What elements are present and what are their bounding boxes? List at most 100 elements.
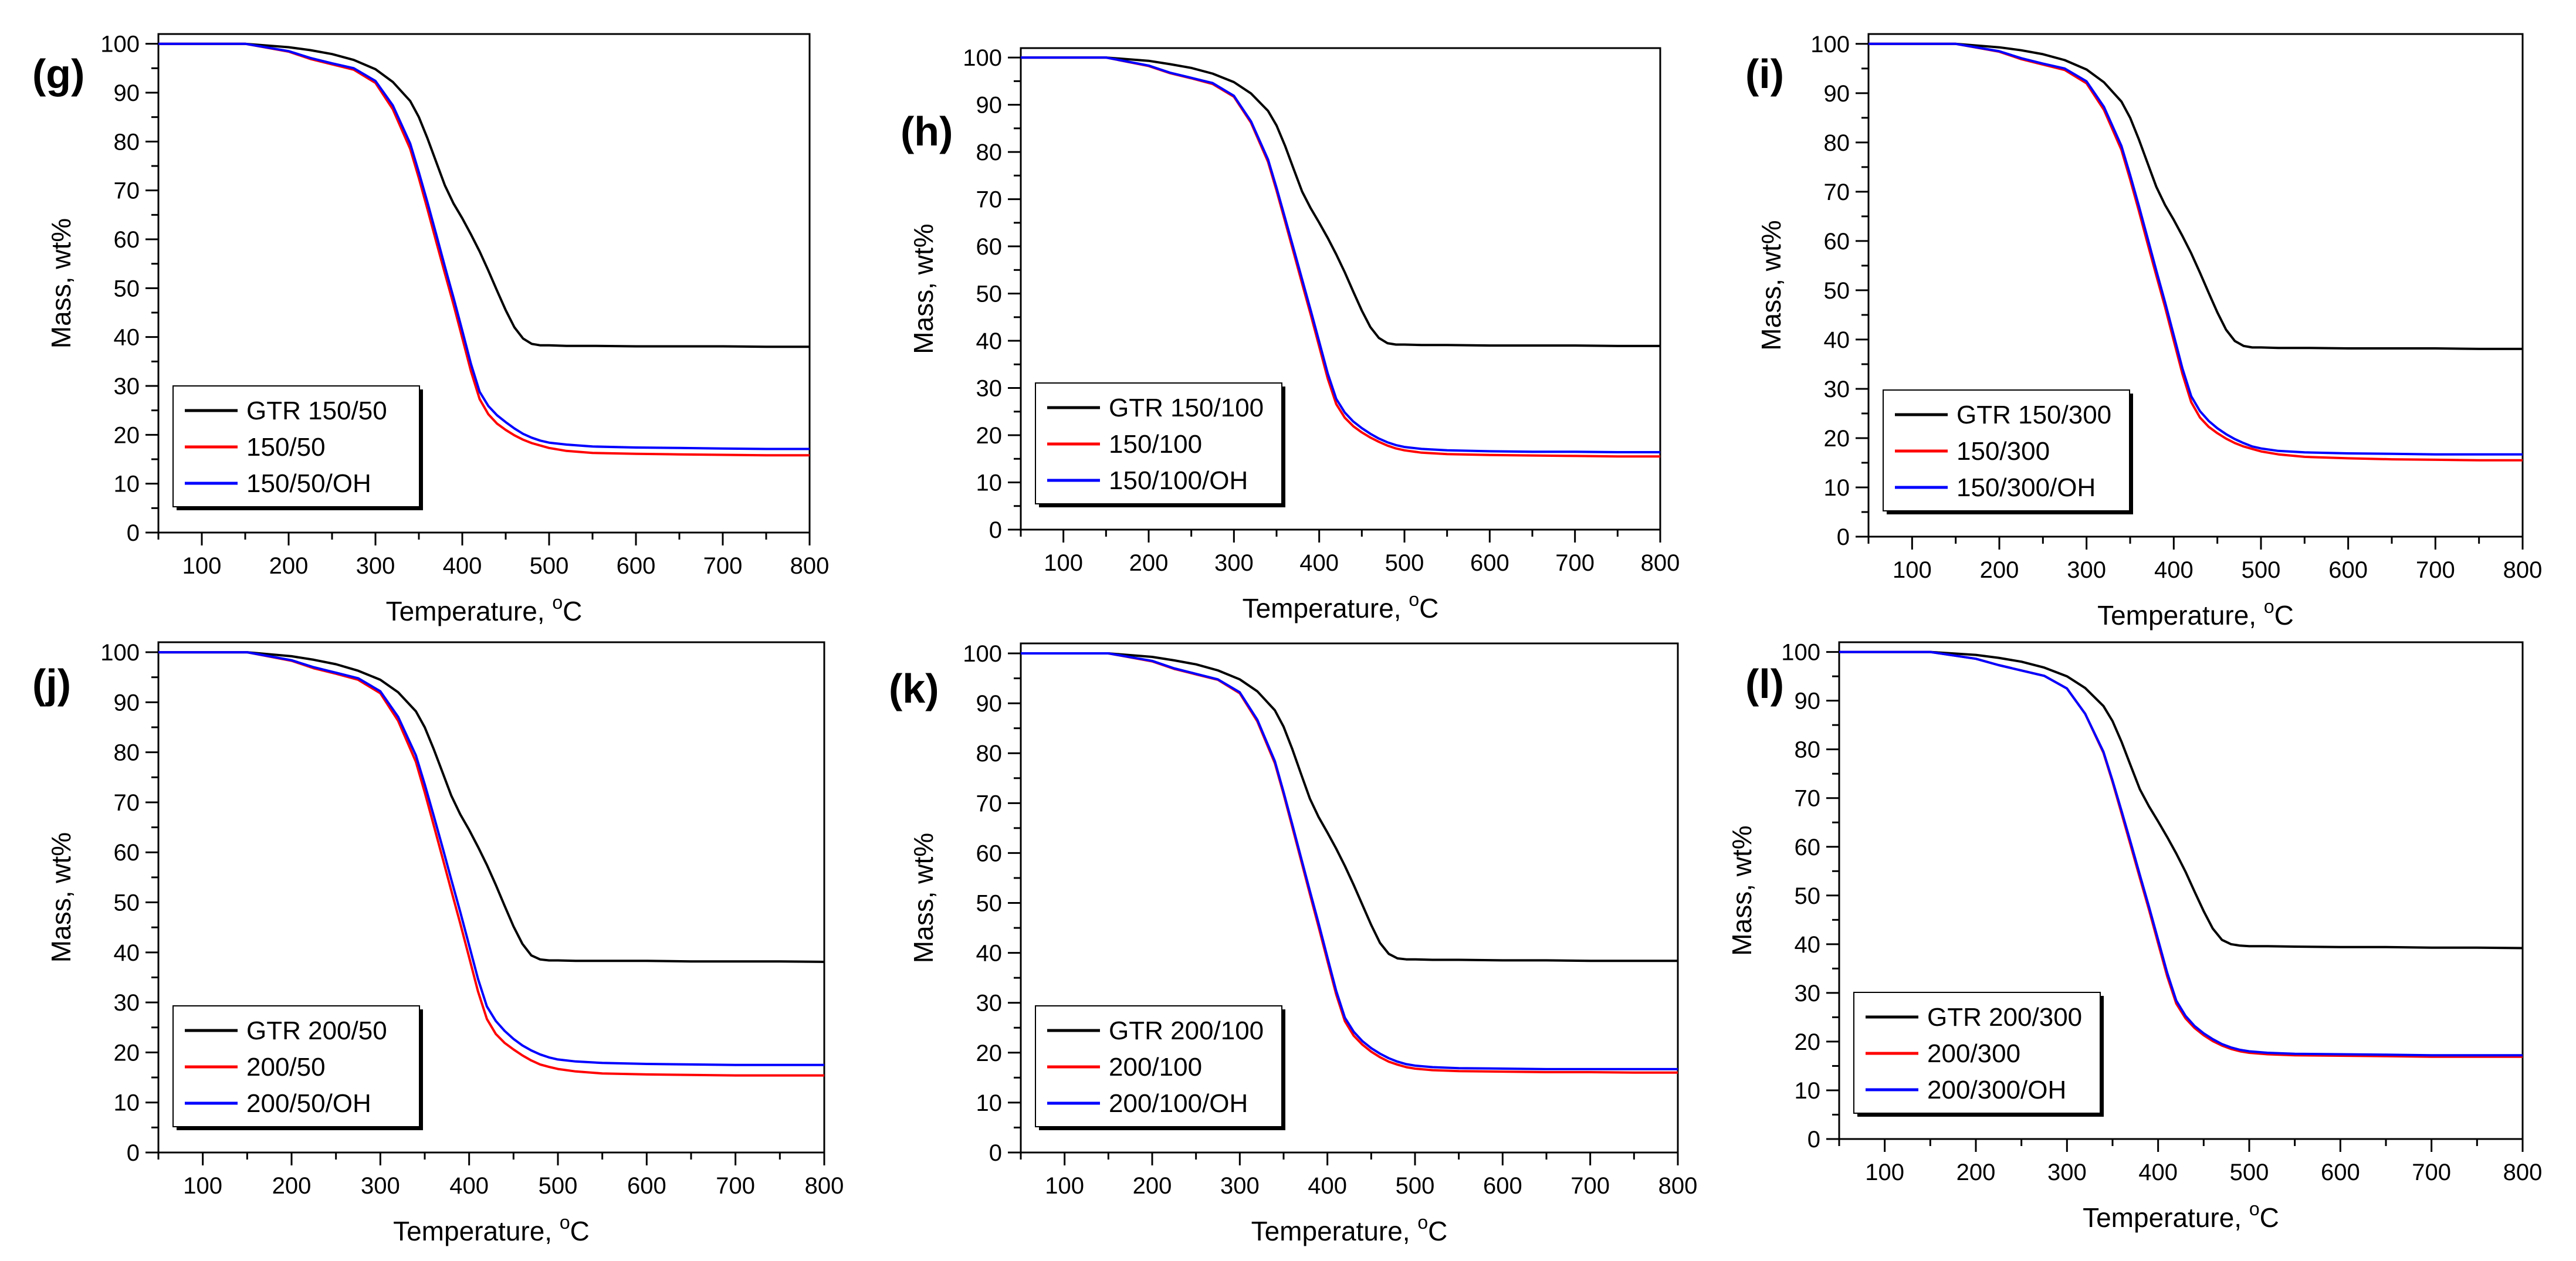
series-line [1868, 42, 2523, 456]
x-tick-label: 300 [361, 1173, 400, 1199]
y-tick-label: 40 [114, 325, 140, 351]
y-tick-label: 100 [100, 640, 140, 666]
y-tick-label: 10 [976, 470, 1003, 496]
y-tick-label: 70 [1795, 786, 1821, 812]
y-tick-label: 20 [1795, 1029, 1821, 1055]
y-tick-label: 0 [989, 1140, 1002, 1166]
x-tick-label: 100 [1045, 1173, 1084, 1199]
x-tick-label: 600 [1483, 1173, 1522, 1199]
series-line [158, 651, 824, 1066]
legend-entry: GTR 150/300 [1956, 401, 2111, 429]
tga-panel: (h) 100 200 300 400 500 600 700 800 0 10 20 30 40 50 60… [901, 45, 1680, 623]
x-tick-label: 800 [2503, 1160, 2543, 1185]
legend-entry: 150/50/OH [246, 469, 371, 498]
x-tick-label: 500 [1385, 550, 1424, 576]
x-tick-label: 200 [272, 1173, 312, 1199]
y-tick-label: 90 [976, 93, 1003, 118]
plot-frame [157, 33, 811, 534]
x-tick-label: 700 [2416, 557, 2455, 583]
legend: GTR 150/300 150/300 150/300/OH [1883, 389, 2133, 514]
x-tick-label: 300 [356, 553, 395, 579]
y-tick-label: 20 [114, 1040, 140, 1066]
x-tick-label: 200 [1133, 1173, 1172, 1199]
y-tick-label: 90 [1824, 81, 1850, 107]
x-tick-label: 100 [182, 553, 222, 579]
panel-label: (h) [901, 109, 953, 154]
y-axis-title: Mass, wt% [908, 833, 939, 963]
legend-entry: 200/100/OH [1109, 1089, 1248, 1118]
legend: GTR 200/50 200/50 200/50/OH [172, 1005, 423, 1130]
x-tick-label: 300 [1220, 1173, 1260, 1199]
x-tick-label: 300 [2047, 1160, 2087, 1185]
y-tick-label: 30 [1824, 377, 1850, 402]
y-tick-label: 40 [976, 328, 1003, 354]
x-tick-label: 400 [443, 553, 482, 579]
series-line [1839, 650, 2523, 1057]
x-tick-label: 100 [183, 1173, 222, 1199]
y-axis-title: Mass, wt% [46, 832, 76, 962]
legend-entry: 200/50 [246, 1053, 326, 1082]
series-line [1021, 56, 1660, 453]
panel-label: (l) [1745, 661, 1784, 707]
x-tick-label: 500 [2242, 557, 2281, 583]
y-tick-label: 80 [1824, 130, 1850, 156]
y-tick-label: 50 [976, 891, 1003, 917]
x-tick-label: 300 [1214, 550, 1254, 576]
x-tick-label: 500 [530, 553, 569, 579]
x-tick-label: 100 [1893, 557, 1932, 583]
y-tick-label: 0 [1837, 524, 1850, 550]
plot-frame [1838, 641, 2524, 1140]
y-tick-label: 80 [976, 140, 1003, 165]
legend-entry: GTR 200/100 [1109, 1016, 1264, 1045]
series-line [158, 42, 810, 450]
legend-entry: GTR 200/300 [1927, 1003, 2082, 1032]
y-tick-label: 70 [114, 790, 140, 816]
legend-entry: GTR 150/50 [246, 396, 387, 425]
y-tick-label: 60 [976, 234, 1003, 260]
y-tick-label: 40 [1824, 327, 1850, 353]
x-tick-label: 600 [627, 1173, 666, 1199]
y-tick-label: 30 [114, 990, 140, 1016]
x-axis-title: Temperature, oC [2097, 596, 2294, 630]
series-line [1839, 650, 2523, 950]
y-tick-label: 80 [976, 741, 1003, 767]
x-tick-label: 400 [2138, 1160, 2178, 1185]
plot-frame [157, 641, 825, 1154]
y-tick-label: 10 [976, 1090, 1003, 1116]
tga-panel: (j) 100 200 300 400 500 600 700 800 0 10 20 30 40 50 60… [32, 640, 844, 1246]
y-tick-label: 10 [1795, 1078, 1821, 1104]
y-tick-label: 10 [1824, 475, 1850, 501]
y-tick-label: 80 [114, 129, 140, 155]
y-tick-label: 50 [114, 890, 140, 916]
legend-entry: GTR 150/100 [1109, 394, 1264, 422]
tga-panel: (k) 100 200 300 400 500 600 700 800 0 10 20 30 40 50 60… [889, 641, 1697, 1246]
x-axis-title: Temperature, oC [1243, 589, 1439, 623]
y-axis-title: Mass, wt% [46, 218, 76, 348]
y-tick-label: 50 [114, 276, 140, 301]
plot-frame [1867, 33, 2524, 538]
x-tick-label: 600 [1470, 550, 1509, 576]
legend: GTR 200/100 200/100 200/100/OH [1035, 1005, 1285, 1130]
legend-entry: GTR 200/50 [246, 1016, 387, 1045]
x-tick-label: 800 [805, 1173, 844, 1199]
y-tick-label: 100 [963, 45, 1002, 71]
series-line [1021, 56, 1660, 347]
y-tick-label: 30 [976, 991, 1003, 1016]
x-tick-label: 500 [1396, 1173, 1435, 1199]
y-tick-label: 100 [963, 641, 1002, 667]
y-tick-label: 0 [127, 1140, 140, 1166]
x-tick-label: 800 [1641, 550, 1680, 576]
plot-frame [1020, 47, 1661, 531]
x-tick-label: 200 [1129, 550, 1169, 576]
y-tick-label: 30 [114, 374, 140, 399]
panel-label: (i) [1745, 51, 1784, 97]
y-tick-label: 90 [114, 690, 140, 716]
y-tick-label: 40 [114, 940, 140, 966]
y-tick-label: 70 [976, 187, 1003, 213]
y-tick-label: 100 [100, 32, 140, 57]
y-tick-label: 30 [976, 376, 1003, 402]
panel-label: (g) [32, 51, 84, 97]
y-axis-title: Mass, wt% [1756, 220, 1786, 350]
panel-label: (k) [889, 666, 939, 711]
y-tick-label: 0 [127, 520, 140, 546]
